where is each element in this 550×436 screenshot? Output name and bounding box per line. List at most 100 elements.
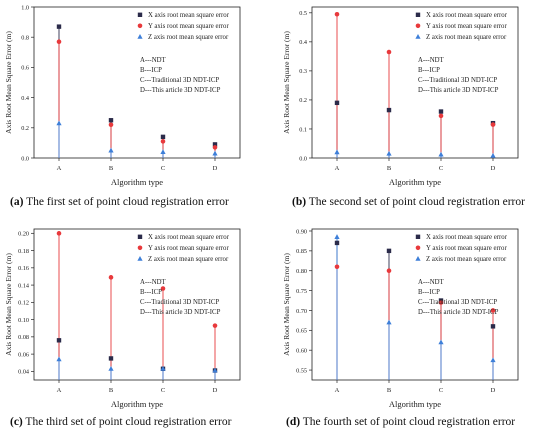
- legend-marker: [137, 34, 143, 39]
- chart-svg: 0.55 0.60 0.65 0.70 0.75 0.80 0.85 0.90 A B C D Algo…: [282, 228, 519, 409]
- y-tick-label: 0.0: [21, 155, 29, 162]
- plot-frame: [311, 6, 519, 159]
- z-error-point: [490, 152, 496, 158]
- x-axis-label: Algorithm type: [111, 177, 163, 187]
- caption-text: The second set of point cloud registrati…: [306, 196, 525, 208]
- z-error-point: [160, 365, 166, 371]
- x-axis-label: Algorithm type: [389, 399, 441, 409]
- x-tick-label: C: [161, 387, 165, 394]
- legend-marker: [415, 12, 421, 17]
- x-error-point: [108, 118, 114, 123]
- chart-panel-a: 0.0 0.2 0.4 0.6 0.8 1.0 A B C D Algorithm type Axis…: [0, 0, 270, 192]
- y-tick-label: 0.04: [18, 369, 29, 376]
- y-error-point: [56, 231, 62, 236]
- legend-label: Y axis root mean square error: [148, 245, 229, 252]
- y-error-point: [334, 264, 340, 270]
- x-tick-label: B: [387, 387, 392, 394]
- y-tick-label: 0.90: [296, 228, 307, 235]
- legend-marker: [415, 256, 421, 261]
- y-error-point: [490, 308, 496, 313]
- y-error-point: [108, 122, 114, 128]
- y-tick-label: 0.10: [18, 317, 29, 324]
- x-error-point: [386, 107, 392, 113]
- x-tick-label: A: [335, 387, 340, 394]
- y-error-point: [386, 49, 392, 55]
- algorithm-key-label: C---Traditional 3D NDT-ICP: [418, 77, 497, 84]
- z-error-point: [56, 120, 62, 126]
- y-tick-label: 0.80: [296, 268, 307, 275]
- legend-label: Z axis root mean square error: [148, 34, 229, 41]
- legend-marker: [137, 234, 143, 239]
- x-axis-label: Algorithm type: [389, 177, 441, 187]
- x-tick-label: C: [439, 387, 443, 394]
- y-error-point: [490, 122, 496, 127]
- y-tick-label: 0.06: [18, 351, 29, 358]
- legend-marker: [415, 34, 421, 39]
- y-tick-label: 0.4: [299, 39, 307, 46]
- x-error-point: [386, 248, 392, 254]
- y-axis-label: Axis Root Mean Square Error (m): [282, 253, 291, 356]
- z-error-point: [212, 150, 218, 156]
- algorithm-key-label: B---ICP: [418, 289, 440, 296]
- y-tick-label: 0.12: [18, 300, 29, 307]
- x-tick-label: A: [335, 165, 340, 172]
- x-error-point: [212, 142, 218, 147]
- algorithm-key-label: A---NDT: [140, 279, 167, 286]
- legend-marker: [137, 12, 143, 17]
- y-tick-label: 0.65: [296, 328, 307, 335]
- y-tick-label: 0.14: [18, 282, 29, 289]
- y-tick-label: 0.70: [296, 308, 307, 315]
- y-tick-label: 0.08: [18, 334, 29, 341]
- caption-letter: (a): [10, 196, 24, 208]
- caption-a: (a) The first set of point cloud registr…: [10, 196, 229, 208]
- x-tick-label: C: [161, 165, 165, 172]
- x-tick-label: D: [491, 387, 496, 394]
- legend-label: X axis root mean square error: [426, 12, 508, 19]
- legend-label: X axis root mean square error: [426, 234, 508, 241]
- x-tick-label: A: [57, 165, 62, 172]
- y-tick-label: 0.16: [18, 265, 29, 272]
- y-tick-label: 0.60: [296, 347, 307, 354]
- y-tick-label: 1.0: [21, 4, 29, 11]
- legend-marker: [137, 23, 143, 29]
- algorithm-key-label: A---NDT: [140, 57, 167, 64]
- x-error-point: [56, 24, 62, 29]
- y-tick-label: 0.2: [299, 97, 307, 104]
- y-tick-label: 0.1: [299, 126, 307, 133]
- y-error-point: [334, 11, 340, 17]
- algorithm-key-label: D---This article 3D NDT-ICP: [418, 87, 499, 94]
- x-tick-label: B: [109, 165, 114, 172]
- plot-frame: [311, 228, 519, 381]
- y-error-point: [56, 39, 62, 45]
- x-tick-label: A: [57, 387, 62, 394]
- y-tick-label: 0.75: [296, 288, 307, 295]
- legend-label: X axis root mean square error: [148, 234, 230, 241]
- legend-marker: [137, 245, 143, 251]
- plot-frame: [33, 6, 241, 159]
- caption-d: (d) The fourth set of point cloud regist…: [286, 416, 515, 428]
- caption-letter: (b): [292, 196, 307, 208]
- x-tick-label: B: [387, 165, 392, 172]
- y-error-point: [160, 286, 166, 291]
- chart-svg: 0.0 0.1 0.2 0.3 0.4 0.5 A B C D Algorithm type Axis…: [282, 6, 519, 187]
- y-error-point: [212, 323, 218, 328]
- legend-marker: [415, 245, 421, 251]
- z-error-point: [334, 234, 340, 239]
- y-tick-label: 0.6: [21, 65, 29, 72]
- y-tick-label: 0.5: [299, 10, 307, 17]
- chart-panel-c: 0.04 0.06 0.08 0.10 0.12 0.14 0.16 0.18 0.20 A B C D…: [0, 222, 270, 414]
- z-error-point: [438, 339, 444, 345]
- y-error-point: [212, 145, 218, 150]
- y-tick-label: 0.4: [21, 95, 29, 102]
- y-error-point: [108, 275, 114, 280]
- z-error-point: [438, 151, 444, 157]
- z-error-point: [386, 150, 392, 156]
- algorithm-key-label: D---This article 3D NDT-ICP: [418, 309, 499, 316]
- legend-label: Y axis root mean square error: [426, 23, 507, 30]
- legend-label: Z axis root mean square error: [426, 256, 507, 263]
- y-error-point: [438, 300, 444, 305]
- legend-marker: [415, 23, 421, 29]
- z-error-point: [56, 356, 62, 362]
- chart-panel-b: 0.0 0.1 0.2 0.3 0.4 0.5 A B C D Algorithm type Axis…: [278, 0, 548, 192]
- x-tick-label: D: [213, 165, 218, 172]
